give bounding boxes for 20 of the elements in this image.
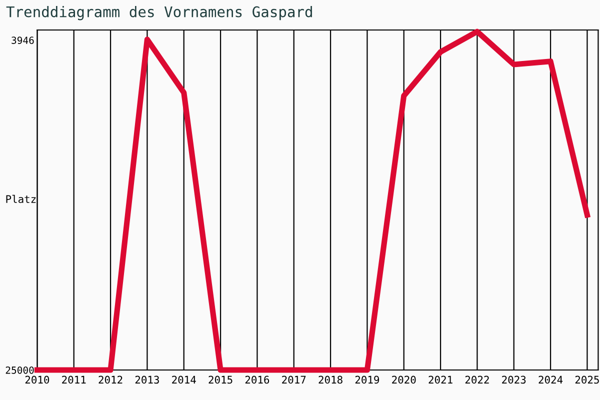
y-tick-label: 25000 xyxy=(6,366,34,374)
x-tick-label: 2020 xyxy=(392,376,416,384)
x-tick-label: 2018 xyxy=(318,376,342,384)
x-tick-label: 2025 xyxy=(575,376,599,384)
y-axis-title: Platz xyxy=(6,194,36,204)
x-tick-label: 2011 xyxy=(62,376,86,384)
x-tick-label: 2012 xyxy=(98,376,122,384)
x-tick-label: 2022 xyxy=(465,376,489,384)
x-tick-label: 2013 xyxy=(135,376,159,384)
chart-title: Trenddiagramm des Vornamens Gaspard xyxy=(6,6,312,20)
x-tick-label: 2015 xyxy=(208,376,232,384)
x-tick-label: 2016 xyxy=(245,376,270,384)
x-tick-label: 2024 xyxy=(538,376,563,384)
x-tick-label: 2017 xyxy=(282,376,306,384)
x-tick-label: 2019 xyxy=(355,376,380,384)
y-tick-label: 3946 xyxy=(12,36,34,44)
x-tick-label: 2021 xyxy=(428,376,452,384)
x-tick-label: 2023 xyxy=(502,376,526,384)
x-tick-label: 2010 xyxy=(25,376,50,384)
x-tick-label: 2014 xyxy=(172,376,196,384)
